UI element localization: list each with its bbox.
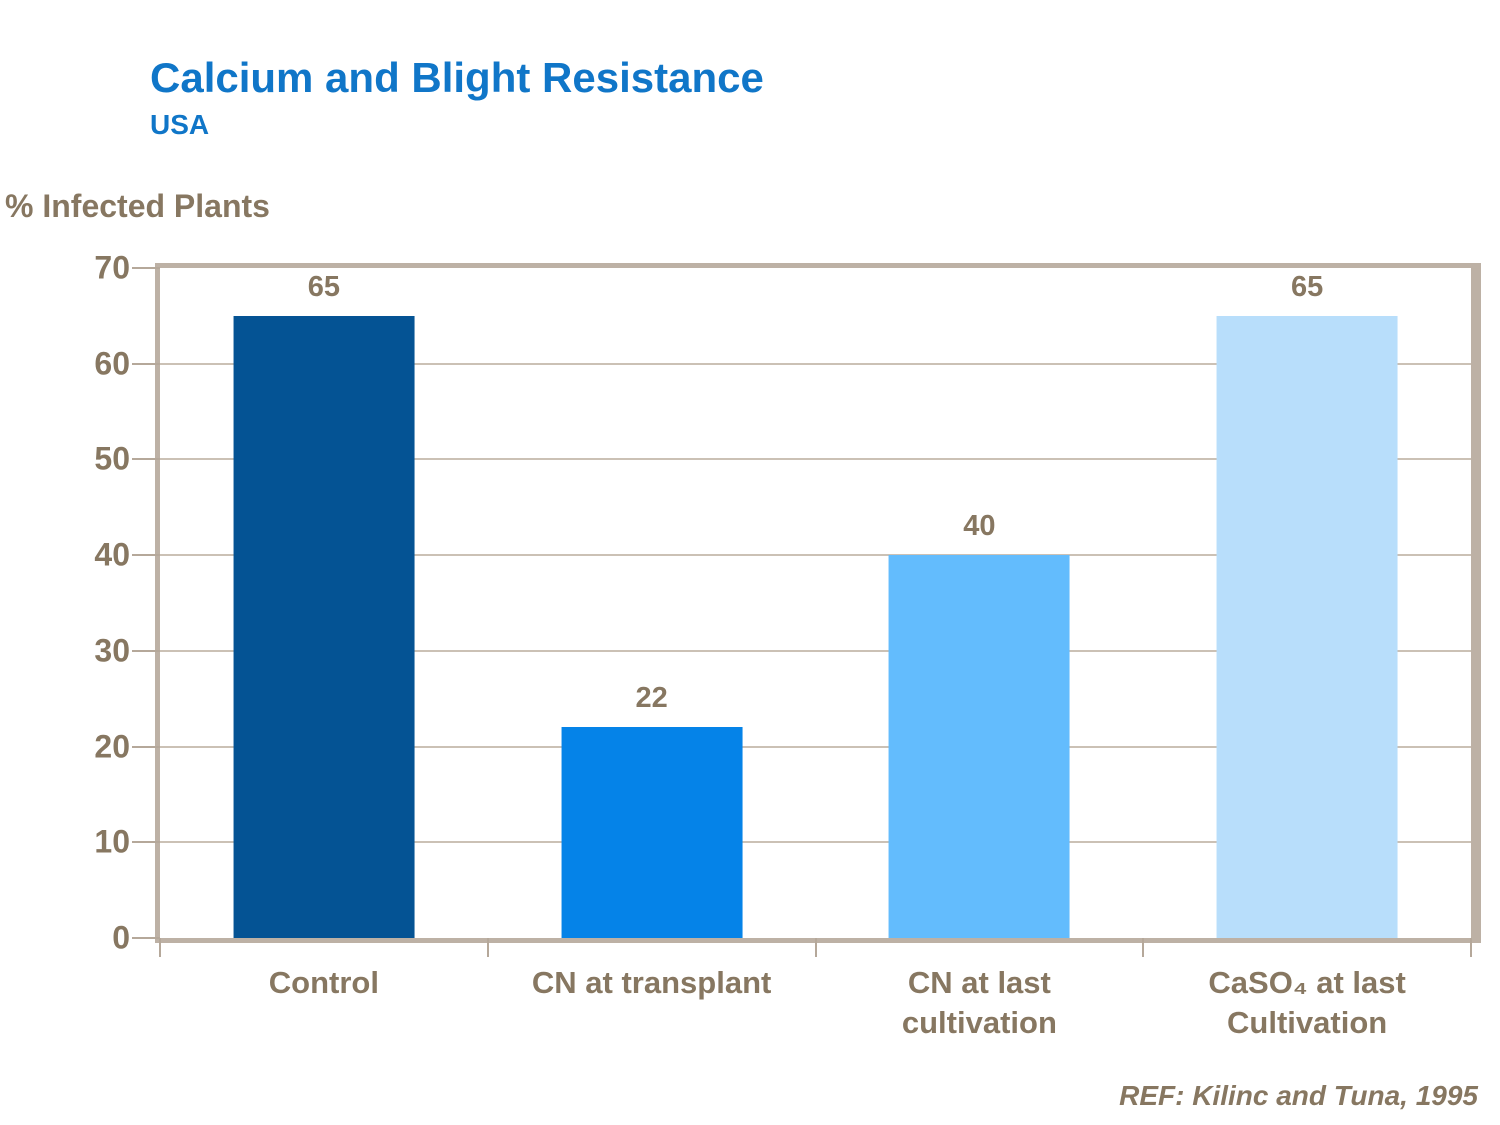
y-tick-label: 50 [94, 440, 130, 477]
bar-value-label: 40 [963, 510, 996, 543]
bar-value-label: 22 [635, 682, 668, 715]
bar-2 [561, 727, 743, 938]
gridline [160, 554, 1471, 557]
x-category-label: CN at transplant [531, 965, 772, 1000]
gridline [160, 458, 1471, 461]
y-tick-label: 60 [94, 345, 130, 382]
y-tick-label: 10 [94, 823, 130, 860]
bar-1 [233, 315, 415, 938]
y-tick-mark [132, 841, 160, 844]
bar-3 [888, 555, 1070, 938]
y-tick-mark [132, 649, 160, 652]
x-tick-mark [486, 938, 489, 957]
y-tick-mark [132, 554, 160, 557]
gridline [160, 745, 1471, 748]
y-tick-label: 0 [112, 919, 130, 956]
x-category-label: CaSO₄ at last Cultivation [1208, 965, 1406, 1041]
y-tick-mark [132, 937, 160, 939]
x-tick-mark [814, 938, 817, 957]
y-tick-mark [132, 362, 160, 365]
x-category-label: CN at last cultivation [901, 965, 1057, 1041]
gridline [160, 362, 1471, 365]
x-category-label: Control [268, 965, 379, 1000]
gridline [160, 649, 1471, 652]
plot-area: 0 10 20 30 40 50 60 70 65 Control 22 CN at transpla… [94, 250, 1481, 1040]
title-block: Calcium and Blight Resistance USA [150, 54, 764, 141]
chart-title: Calcium and Blight Resistance [150, 54, 764, 101]
bar-value-label: 65 [307, 270, 341, 303]
x-tick-mark [1470, 938, 1472, 957]
chart-subtitle: USA [150, 109, 210, 141]
x-tick-mark [1142, 938, 1145, 957]
y-tick-mark [132, 267, 160, 269]
y-tick-label: 70 [94, 249, 130, 286]
y-tick-mark [132, 745, 160, 748]
reference-citation: REF: Kilinc and Tuna, 1995 [1119, 1080, 1478, 1111]
y-tick-label: 20 [94, 728, 130, 765]
gridline [160, 841, 1471, 844]
x-tick-mark [159, 938, 161, 957]
bar-4 [1216, 315, 1398, 938]
y-tick-label: 40 [94, 536, 130, 573]
y-axis-title: % Infected Plants [5, 188, 270, 224]
y-tick-label: 30 [94, 632, 130, 669]
y-tick-mark [132, 458, 160, 461]
bar-value-label: 65 [1290, 270, 1324, 303]
